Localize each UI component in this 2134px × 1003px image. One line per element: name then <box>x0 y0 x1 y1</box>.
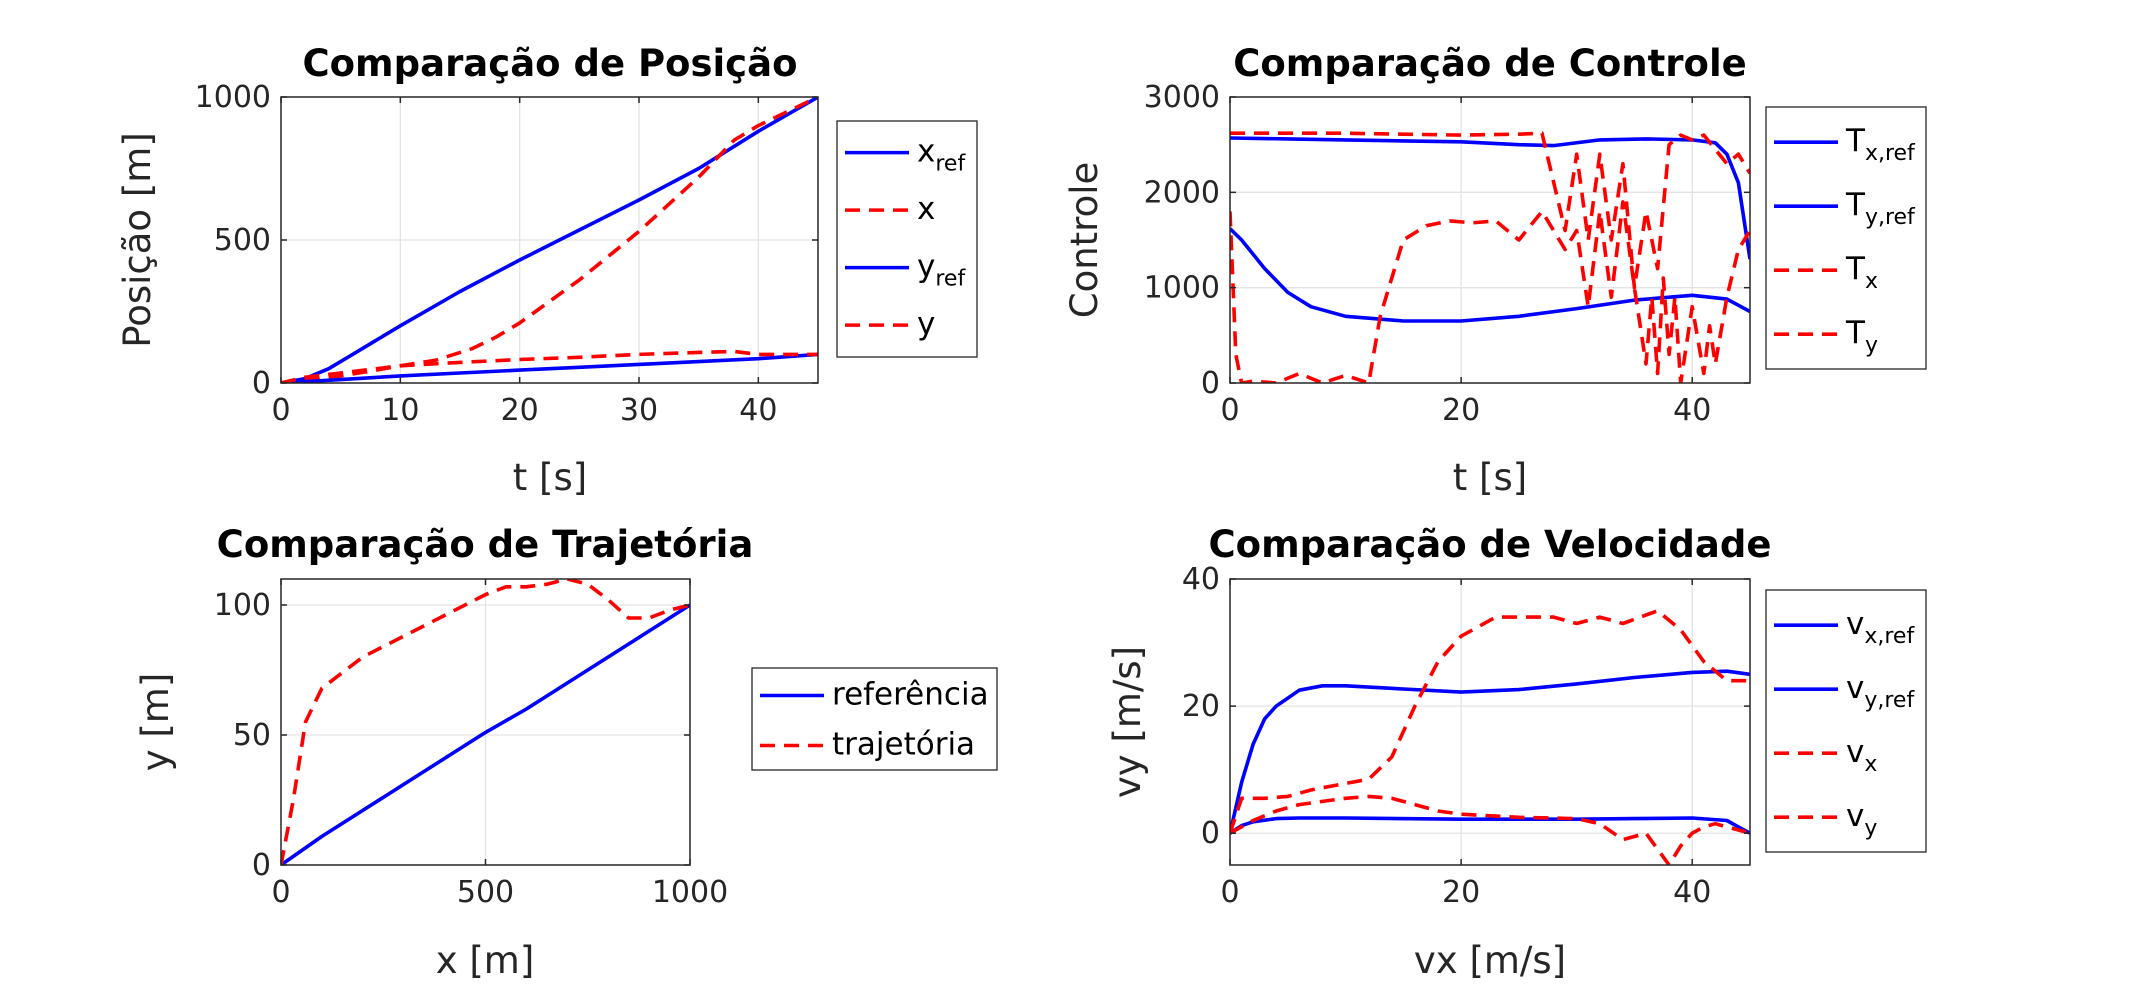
x-tick-label: 20 <box>1442 393 1480 428</box>
series-group <box>281 97 818 383</box>
y-tick-label: 40 <box>1182 562 1220 597</box>
y-tick-label: 0 <box>252 848 271 883</box>
legend-label-1: vx,ref <box>1846 606 1915 649</box>
y-tick-label: 3000 <box>1144 80 1220 115</box>
series-group <box>1230 131 1750 383</box>
x-tick-label: 40 <box>739 393 777 428</box>
y-tick-label: 50 <box>233 718 271 753</box>
legend-label-1: xref <box>917 134 966 177</box>
x-tick-label: 0 <box>1220 875 1239 910</box>
legend-box <box>1765 589 1927 853</box>
series-line-1 <box>281 603 690 865</box>
y-tick-label: 0 <box>1201 366 1220 401</box>
x-tick-label: 10 <box>381 393 419 428</box>
legend-box <box>751 667 998 771</box>
legend-label-3: vx <box>1846 734 1877 777</box>
chart-2: 0 20 40 0 1000 2000 3000 Comparação de Controle… <box>1063 42 1927 499</box>
series-group <box>1230 608 1750 865</box>
x-tick-label: 1000 <box>652 875 728 910</box>
y-axis-label: Posição [m] <box>116 132 159 348</box>
x-tick-label: 500 <box>457 875 514 910</box>
series-line-4 <box>1230 794 1750 865</box>
y-tick-label: 2000 <box>1144 175 1220 210</box>
x-axis-label: t [s] <box>513 456 587 499</box>
legend-label-3: Tx <box>1845 251 1878 294</box>
series-line-3 <box>1230 608 1750 834</box>
legend-label-2: vy,ref <box>1846 670 1915 713</box>
legend-label-2: x <box>917 191 935 227</box>
x-axis-label: x [m] <box>436 939 535 982</box>
y-axis-label: y [m] <box>134 673 177 772</box>
legend-label-4: y <box>917 306 935 342</box>
y-tick-label: 0 <box>252 366 271 401</box>
y-tick-label: 500 <box>214 223 271 258</box>
series-line-2 <box>1230 227 1750 323</box>
legend-box <box>1765 106 1927 370</box>
legend-label-4: vy <box>1846 798 1877 841</box>
series-group <box>281 579 690 865</box>
chart-title: Comparação de Posição <box>302 42 797 85</box>
x-tick-label: 20 <box>501 393 539 428</box>
series-line-2 <box>281 97 818 383</box>
legend: vx,ref vy,ref vx vy <box>1765 589 1927 853</box>
series-line-2 <box>281 579 690 865</box>
x-tick-label: 40 <box>1673 875 1711 910</box>
legend: Tx,ref Ty,ref Tx Ty <box>1765 106 1927 370</box>
x-tick-label: 20 <box>1442 875 1480 910</box>
y-tick-label: 1000 <box>1144 271 1220 306</box>
x-tick-label: 40 <box>1673 393 1711 428</box>
legend: xref x yref y <box>836 120 978 358</box>
y-tick-label: 0 <box>1201 816 1220 851</box>
axes-frame <box>1229 96 1751 384</box>
x-tick-label: 0 <box>271 875 290 910</box>
legend-label-3: yref <box>917 249 966 292</box>
y-tick-label: 100 <box>214 588 271 623</box>
series-line-3 <box>281 352 818 383</box>
legend-label-1: referência <box>832 677 989 713</box>
y-axis-label: vy [m/s] <box>1106 646 1149 798</box>
x-axis-label: vx [m/s] <box>1414 939 1566 982</box>
chart-title: Comparação de Trajetória <box>217 523 754 566</box>
x-tick-label: 0 <box>1220 393 1239 428</box>
x-tick-label: 0 <box>271 393 290 428</box>
axes-frame <box>1229 578 1751 866</box>
chart-3: 0 500 1000 0 50 100 Comparação de Trajetória x … <box>134 523 998 982</box>
legend: referência trajetória <box>751 667 998 771</box>
series-line-1 <box>1230 136 1750 260</box>
chart-title: Comparação de Controle <box>1233 42 1747 85</box>
series-line-3 <box>1230 131 1750 290</box>
y-axis-label: Controle <box>1063 162 1106 319</box>
series-line-1 <box>281 97 818 383</box>
legend-box <box>836 120 978 358</box>
legend-label-1: Tx,ref <box>1845 123 1916 166</box>
legend-label-2: trajetória <box>832 727 975 763</box>
x-axis-label: t [s] <box>1453 456 1527 499</box>
series-line-4 <box>1230 200 1750 383</box>
legend-label-4: Ty <box>1845 315 1878 358</box>
series-line-1 <box>1230 669 1750 834</box>
chart-1: 0 10 20 30 40 0 500 1000 Comparação de Posição t … <box>116 42 978 499</box>
chart-title: Comparação de Velocidade <box>1209 523 1772 566</box>
y-tick-label: 1000 <box>195 80 271 115</box>
y-tick-label: 20 <box>1182 689 1220 724</box>
legend-label-2: Ty,ref <box>1845 187 1916 230</box>
series-line-4 <box>281 349 818 383</box>
x-tick-label: 30 <box>620 393 658 428</box>
